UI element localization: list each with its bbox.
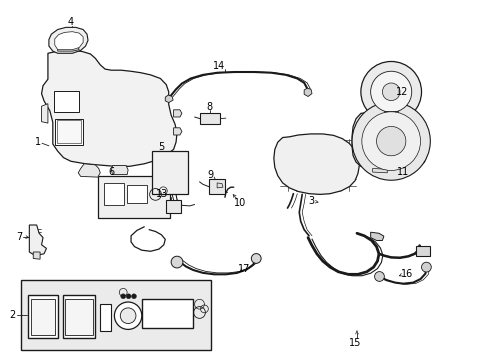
- Polygon shape: [29, 225, 46, 256]
- Bar: [20, 280, 211, 350]
- Polygon shape: [78, 164, 100, 177]
- Bar: [55, 119, 83, 145]
- Text: 3: 3: [307, 196, 313, 206]
- Text: 4: 4: [68, 17, 74, 27]
- Polygon shape: [351, 111, 426, 169]
- Bar: [54, 91, 79, 112]
- Bar: [415, 246, 429, 256]
- Text: 17: 17: [238, 264, 250, 274]
- Polygon shape: [33, 252, 40, 259]
- Circle shape: [421, 262, 430, 272]
- Circle shape: [114, 302, 142, 329]
- Polygon shape: [55, 32, 83, 50]
- Bar: [98, 176, 170, 218]
- Bar: [100, 304, 111, 331]
- Circle shape: [374, 271, 384, 282]
- Polygon shape: [273, 134, 359, 194]
- Polygon shape: [31, 299, 55, 335]
- Polygon shape: [58, 43, 79, 51]
- Polygon shape: [28, 295, 58, 338]
- Circle shape: [131, 294, 136, 299]
- Text: 12: 12: [395, 87, 407, 97]
- Polygon shape: [41, 104, 48, 123]
- Text: 9: 9: [207, 170, 213, 180]
- Polygon shape: [49, 27, 88, 53]
- Circle shape: [376, 126, 405, 156]
- Text: 8: 8: [206, 102, 212, 112]
- Text: 2: 2: [10, 310, 16, 320]
- Circle shape: [121, 294, 125, 299]
- Text: 10: 10: [233, 198, 245, 208]
- Bar: [209, 179, 224, 194]
- Polygon shape: [65, 299, 93, 335]
- Polygon shape: [370, 232, 383, 240]
- Circle shape: [361, 112, 420, 171]
- Bar: [127, 185, 146, 203]
- Bar: [200, 113, 220, 124]
- Bar: [57, 120, 81, 143]
- Bar: [142, 299, 193, 328]
- Text: 16: 16: [400, 269, 412, 279]
- Bar: [151, 151, 188, 194]
- Circle shape: [171, 256, 183, 268]
- Text: 5: 5: [158, 142, 164, 152]
- Polygon shape: [165, 95, 173, 103]
- Circle shape: [126, 294, 131, 299]
- Circle shape: [370, 71, 411, 112]
- Circle shape: [351, 102, 429, 180]
- Polygon shape: [304, 88, 311, 96]
- Text: 1: 1: [35, 137, 41, 147]
- Text: 13: 13: [156, 189, 168, 199]
- Bar: [103, 183, 124, 205]
- Circle shape: [382, 83, 399, 100]
- Polygon shape: [173, 128, 182, 135]
- Text: 11: 11: [396, 167, 409, 177]
- Polygon shape: [41, 50, 177, 166]
- Polygon shape: [372, 168, 386, 173]
- Text: 7: 7: [17, 232, 22, 242]
- Bar: [166, 200, 181, 213]
- Text: 15: 15: [348, 338, 361, 348]
- Text: 14: 14: [212, 61, 225, 71]
- Polygon shape: [111, 166, 128, 175]
- Polygon shape: [173, 110, 182, 117]
- Polygon shape: [217, 183, 223, 188]
- Circle shape: [360, 62, 421, 122]
- Polygon shape: [62, 295, 95, 338]
- Circle shape: [251, 253, 261, 264]
- Text: 6: 6: [108, 167, 114, 177]
- Circle shape: [120, 308, 136, 324]
- Bar: [384, 111, 397, 116]
